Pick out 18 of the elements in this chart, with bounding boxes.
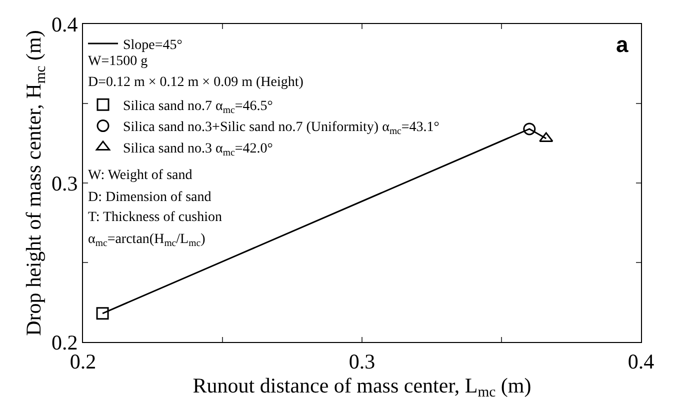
annotation: α$_{mc}$=arctan(H$_{mc}$/L$_{mc}$) (88, 232, 206, 249)
point (523, 122, 536, 136)
x-axis-title: Runout distance of mass center, L$_{mc}$ (m) (192, 373, 532, 401)
legend-label: Silica sand no.3 α$_{mc}$=42.0° (123, 141, 273, 158)
annotation: D=0.12 m × 0.12 m × 0.09 m (Height) (88, 75, 304, 90)
y-tick-label: 0.4 (51, 12, 78, 36)
annotation: W=1500 g (88, 54, 148, 69)
point (96, 307, 109, 320)
legend-label: Silica sand no.7 α$_{mc}$=46.5° (123, 99, 273, 116)
x-tick-label: 0.4 (628, 349, 655, 374)
annotation: D: Dimension of sand (88, 190, 212, 205)
annotation: W: Weight of sand (88, 168, 192, 183)
annotation: T: Thickness of cushion (88, 210, 222, 225)
y-tick-label: 0.3 (51, 171, 78, 196)
legend-label: Silica sand no.3+Silic sand no.7 (Uniformity) α$_{mc}$=43.1° (123, 120, 440, 138)
x-tick-label: 0.3 (348, 349, 376, 374)
legend-label: Slope=45° (123, 38, 182, 53)
annotation: a (616, 32, 629, 57)
